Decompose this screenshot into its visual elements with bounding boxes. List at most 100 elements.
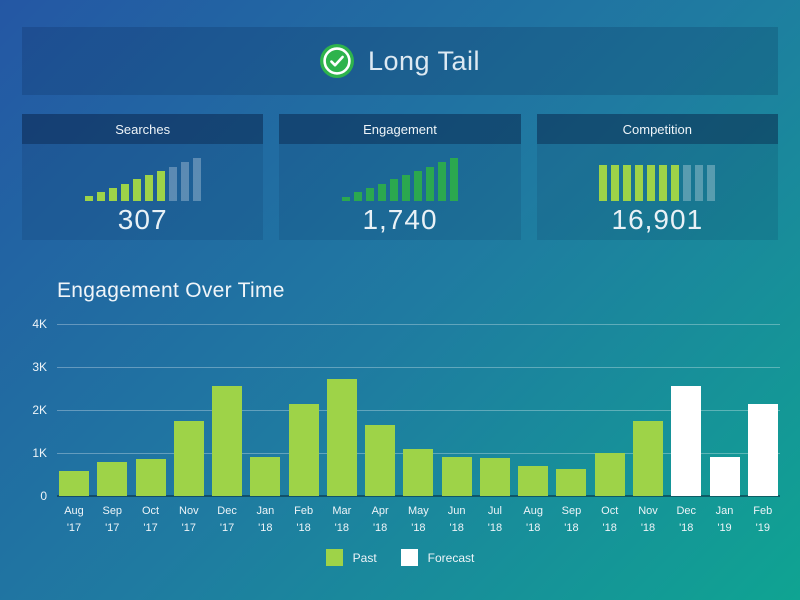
x-axis-label: Nov '18 — [638, 505, 658, 534]
x-axis-label: Sep '17 — [102, 505, 123, 534]
bar-slot — [403, 324, 434, 496]
mini-bar — [449, 158, 458, 201]
bar-slot — [709, 324, 740, 496]
mini-bar — [707, 165, 716, 201]
chart-bar-past — [556, 468, 587, 496]
chart-bar-past — [594, 453, 625, 496]
stat-card-label: Competition — [536, 114, 778, 144]
bar-slot — [288, 324, 319, 496]
bar-slot — [594, 324, 625, 496]
x-axis-label: Oct '17 — [141, 505, 160, 534]
mini-bar — [671, 165, 680, 201]
chart-column: Dec '17 — [212, 324, 243, 534]
legend-label: Past — [352, 550, 377, 565]
mini-bar — [683, 165, 692, 201]
mini-bar — [401, 175, 410, 201]
stat-card-engagement[interactable]: Engagement 1,740 — [279, 114, 521, 240]
chart-bar-forecast — [747, 403, 778, 496]
x-axis-label: Jan '18 — [256, 505, 275, 534]
x-axis-label: Sep '18 — [561, 505, 582, 534]
mini-bar — [437, 162, 446, 201]
chart-bar-past — [326, 378, 357, 496]
bar-slot — [479, 324, 510, 496]
mini-bar — [180, 162, 189, 201]
chart-column: Oct '18 — [594, 324, 625, 534]
chart-bar-forecast — [709, 457, 740, 496]
bar-slot — [135, 324, 166, 496]
chart-column: Jun '18 — [441, 324, 472, 534]
mini-bar — [611, 165, 620, 201]
chart-column: Oct '17 — [135, 324, 166, 534]
legend-item-forecast[interactable]: Forecast — [400, 549, 474, 566]
gridline — [57, 410, 780, 411]
mini-bar — [84, 196, 93, 201]
legend-swatch — [400, 549, 418, 566]
stat-card-value: 307 — [117, 204, 168, 235]
x-axis-line — [57, 495, 780, 497]
chart-column: Sep '18 — [556, 324, 587, 534]
mini-bar — [635, 165, 644, 201]
x-axis-label: Apr '18 — [371, 505, 389, 534]
bar-slot — [671, 324, 702, 496]
x-axis-label: May '18 — [408, 505, 429, 534]
mini-bar — [353, 192, 362, 201]
x-axis-label: Mar '18 — [332, 505, 352, 534]
bar-slot — [518, 324, 549, 496]
stat-card-competition[interactable]: Competition 16,901 — [536, 114, 778, 240]
mini-bar — [144, 175, 153, 201]
legend-swatch — [325, 549, 343, 566]
mini-bar — [132, 179, 141, 201]
x-axis-label: Feb '18 — [294, 505, 314, 534]
mini-bar — [659, 165, 668, 201]
chart-column: Mar '18 — [326, 324, 357, 534]
chart-column: Jan '19 — [709, 324, 740, 534]
y-axis-label: 0 — [40, 489, 47, 503]
y-axis-label: 3K — [32, 360, 47, 374]
chart-bar-past — [403, 448, 434, 496]
chart-column: Sep '17 — [97, 324, 128, 534]
chart-bar-past — [135, 459, 166, 496]
stat-card-searches[interactable]: Searches 307 — [22, 114, 264, 240]
chart-bar-past — [250, 457, 281, 496]
x-axis-label: Dec '17 — [217, 505, 237, 534]
bar-slot — [556, 324, 587, 496]
mini-bar — [168, 167, 177, 201]
x-axis-label: Jun '18 — [447, 505, 466, 534]
chart-column: Dec '18 — [671, 324, 702, 534]
chart-column: Jul '18 — [479, 324, 510, 534]
stat-cards-row: Searches 307 Engagement 1,740 Competition 16,… — [22, 114, 778, 240]
stat-card-value: 1,740 — [362, 204, 438, 235]
mini-bar — [599, 165, 608, 201]
x-axis-label: Dec '18 — [676, 505, 697, 534]
chart-column: May '18 — [403, 324, 434, 534]
mini-bar-chart — [537, 157, 778, 201]
bar-slot — [97, 324, 128, 496]
chart-column: Apr '18 — [365, 324, 396, 534]
mini-bar — [623, 165, 632, 201]
chart-bar-past — [632, 421, 663, 496]
bar-slot — [173, 324, 204, 496]
mini-bar — [377, 184, 386, 201]
mini-bar — [695, 165, 704, 201]
chart-bar-past — [518, 465, 549, 496]
chart-bar-past — [365, 425, 396, 496]
chart-column: Nov '18 — [632, 324, 663, 534]
chart-bar-forecast — [671, 386, 702, 496]
chart-columns: Aug '17 Sep '17 Oct '17 Nov '17 Dec '17 Jan '18 Feb '… — [59, 324, 778, 534]
mini-bar — [647, 165, 656, 201]
mini-bar — [192, 158, 201, 201]
gridline — [57, 367, 780, 368]
chart-column: Aug '17 — [59, 324, 89, 534]
page-title: Long Tail — [367, 45, 481, 76]
mini-bar — [108, 188, 117, 201]
chart-bar-past — [59, 471, 89, 496]
x-axis-label: Aug '18 — [523, 505, 543, 534]
legend-item-past[interactable]: Past — [325, 549, 377, 566]
chart-column: Aug '18 — [518, 324, 549, 534]
mini-bar — [413, 171, 422, 201]
mini-bar — [425, 167, 434, 201]
chart-title: Engagement Over Time — [57, 279, 285, 302]
mini-bar-chart — [279, 157, 520, 201]
gridline — [57, 324, 780, 325]
y-axis-label: 1K — [32, 446, 47, 460]
